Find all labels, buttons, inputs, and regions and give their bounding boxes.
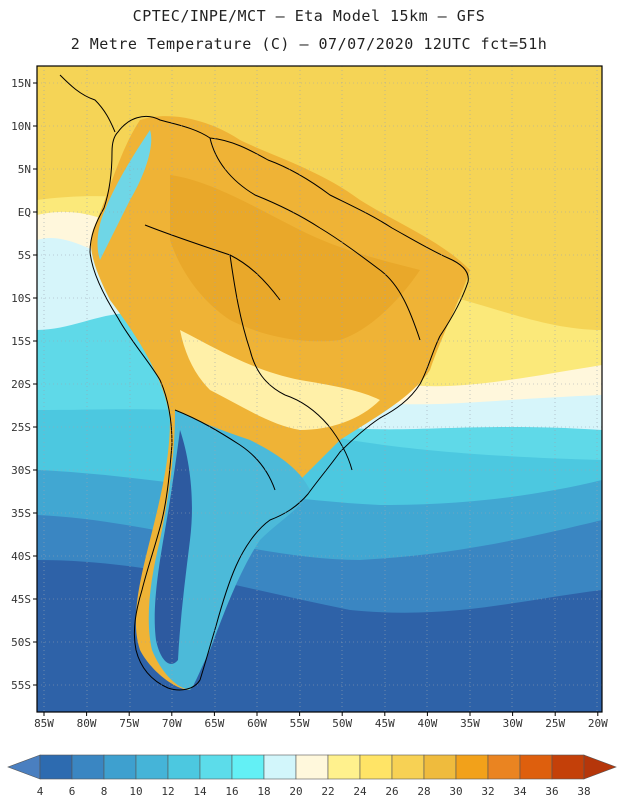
colorbar-label: 16 — [225, 785, 238, 798]
colorbar-label: 38 — [577, 785, 590, 798]
colorbar-label: 32 — [481, 785, 494, 798]
continent-outline — [89, 116, 469, 691]
border-venezuela-brazil — [209, 137, 321, 229]
colorbar-segment — [199, 754, 233, 780]
colorbar-label: 18 — [257, 785, 270, 798]
colorbar-segment — [263, 754, 297, 780]
colorbar-label: 20 — [289, 785, 302, 798]
lon-tick-label: 70W — [162, 717, 182, 730]
colorbar-segment — [455, 754, 489, 780]
lon-tick-label: 20W — [588, 717, 608, 730]
colorbar-segment — [519, 754, 553, 780]
longitude-axis: 85W 80W 75W 70W 65W 60W 55W 50W 45W 40W 35W 30W 25W 2… — [34, 712, 608, 730]
map-frame — [36, 65, 603, 713]
lon-tick-label: 50W — [332, 717, 352, 730]
lat-tick-label: 10S — [11, 292, 31, 305]
lat-tick-label: 35S — [11, 507, 31, 520]
lon-tick-label: 65W — [204, 717, 224, 730]
lon-tick-label: 40W — [417, 717, 437, 730]
lat-tick-label: EQ — [18, 206, 31, 219]
colorbar-label: 30 — [449, 785, 462, 798]
colorbar-segment — [327, 754, 361, 780]
lon-tick-label: 60W — [247, 717, 267, 730]
colorbar-label: 6 — [69, 785, 76, 798]
colorbar-label: 26 — [385, 785, 398, 798]
lat-tick-label: 30S — [11, 464, 31, 477]
colorbar-segment — [135, 754, 169, 780]
colorbar-label: 28 — [417, 785, 430, 798]
colorbar-label: 22 — [321, 785, 334, 798]
colorbar-segment — [423, 754, 457, 780]
lon-tick-label: 75W — [119, 717, 139, 730]
colorbar-labels: 4 6 8 10 12 14 16 18 20 22 24 26 28 30 32 34 36 38 — [37, 785, 591, 798]
lat-tick-label: 40S — [11, 550, 31, 563]
map-title-line2: 2 Metre Temperature (C) – 07/07/2020 12U… — [70, 35, 548, 53]
colorbar-segment — [359, 754, 393, 780]
lon-tick-label: 25W — [545, 717, 565, 730]
colorbar-segment — [103, 754, 137, 780]
border-bolivia — [229, 254, 286, 396]
lat-tick-label: 55S — [11, 679, 31, 692]
land-mild-region — [180, 330, 380, 430]
colorbar-low-arrow — [7, 754, 41, 780]
lat-tick-label: 45S — [11, 593, 31, 606]
colorbar-segment — [551, 754, 585, 780]
lat-tick-label: 50S — [11, 636, 31, 649]
andes-cold-strip — [154, 430, 192, 664]
lat-tick-label: 10N — [11, 120, 31, 133]
lat-tick-label: 5S — [18, 249, 31, 262]
country-borders — [59, 74, 469, 691]
colorbar-segment — [391, 754, 425, 780]
colorbar-segment — [39, 754, 73, 780]
land-hot-region — [170, 175, 420, 342]
lon-tick-label: 85W — [34, 717, 54, 730]
lon-tick-label: 35W — [460, 717, 480, 730]
central-america-coast — [59, 74, 116, 133]
colorbar-label: 4 — [37, 785, 44, 798]
colorbar-label: 8 — [101, 785, 108, 798]
andes-north-cool — [97, 130, 152, 260]
lat-tick-label: 5N — [18, 163, 31, 176]
colorbar-segment — [231, 754, 265, 780]
colorbar-segment — [71, 754, 105, 780]
colorbar-segment — [487, 754, 521, 780]
colorbar-label: 12 — [161, 785, 174, 798]
lon-tick-label: 80W — [77, 717, 97, 730]
temperature-field — [37, 66, 602, 712]
colorbar-segment — [167, 754, 201, 780]
colorbar-segment — [295, 754, 329, 780]
border-paraguay-uruguay — [284, 394, 353, 471]
colorbar-label: 24 — [353, 785, 367, 798]
border-brazil-states — [319, 227, 421, 341]
map-title-line1: CPTEC/INPE/MCT – Eta Model 15km – GFS — [132, 7, 486, 25]
colorbar-high-arrow — [583, 754, 617, 780]
colorbar-label: 36 — [545, 785, 558, 798]
colorbar-label: 14 — [193, 785, 207, 798]
latitude-axis: 15N 10N 5N EQ 5S 10S 15S 20S 25S 30S 35S 40S 45S 50S 5… — [11, 77, 37, 692]
lon-tick-label: 30W — [503, 717, 523, 730]
lon-tick-label: 55W — [290, 717, 310, 730]
lat-tick-label: 15S — [11, 335, 31, 348]
lat-tick-label: 15N — [11, 77, 31, 90]
colorbar-label: 34 — [513, 785, 527, 798]
colorbar-label: 10 — [129, 785, 142, 798]
colorbar — [7, 754, 617, 780]
border-chile-argentina-north — [174, 409, 276, 491]
lat-tick-label: 25S — [11, 421, 31, 434]
lat-tick-label: 20S — [11, 378, 31, 391]
lon-tick-label: 45W — [375, 717, 395, 730]
